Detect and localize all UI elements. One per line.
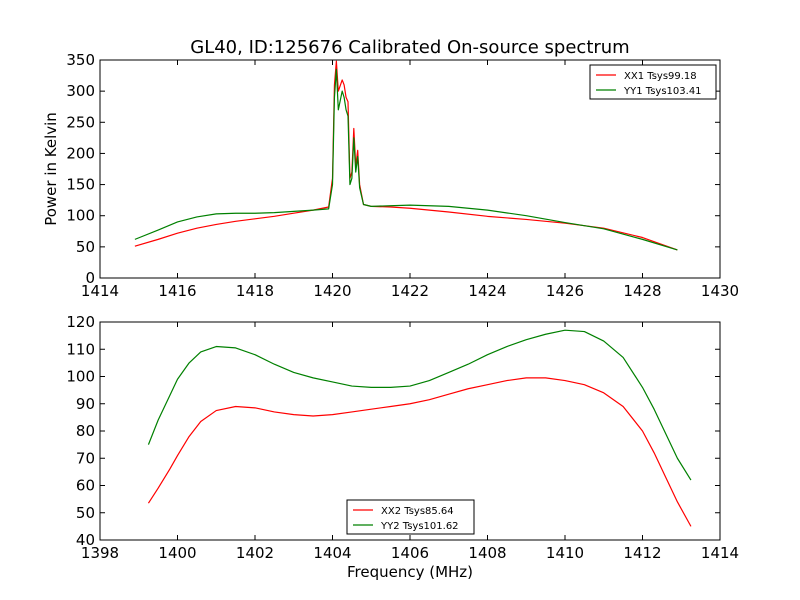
y-tick-label: 120 [66,313,95,331]
legend-entry-label: YY1 Tsys103.41 [623,86,702,97]
x-tick-label: 1424 [468,282,506,300]
series-line-xx2 [147,377,692,527]
x-tick-label: 1404 [313,544,351,562]
x-tick-label: 1412 [623,544,661,562]
legend-entry-label: XX2 Tsys85.64 [381,506,454,517]
y-axis-label: Power in Kelvin [42,112,60,226]
y-tick-label: 50 [76,238,95,256]
y-tick-label: 250 [66,113,95,131]
y-tick-label: 150 [66,176,95,194]
series-line-yy2 [147,329,692,481]
x-tick-label: 1414 [701,544,739,562]
y-tick-label: 80 [76,422,95,440]
y-tick-label: 100 [66,207,95,225]
y-tick-label: 200 [66,144,95,162]
series-line-yy1 [134,68,678,251]
y-tick-label: 0 [85,269,95,287]
legend: XX2 Tsys85.64 YY2 Tsys101.62 [346,499,475,535]
legend-box [589,64,717,100]
y-tick-label: 350 [66,51,95,69]
x-tick-label: 1410 [546,544,584,562]
legend-entry-label: XX1 Tsys99.18 [624,71,697,82]
x-tick-label: 1420 [313,282,351,300]
y-tick-label: 50 [76,504,95,522]
bottom-spectrum-panel: 1398 1400 1402 1404 1406 1408 1410 1412 1414 40 50… [66,313,739,581]
x-tick-label: 1418 [236,282,274,300]
y-tick-label: 300 [66,82,95,100]
legend-box [346,499,475,535]
legend-entry-label: YY2 Tsys101.62 [380,521,459,532]
x-tick-label: 1402 [236,544,274,562]
x-tick-label: 1416 [158,282,196,300]
y-tick-label: 70 [76,449,95,467]
x-tick-label: 1428 [623,282,661,300]
x-tick-label: 1400 [158,544,196,562]
x-tick-label: 1398 [81,544,119,562]
y-tick-label: 100 [66,368,95,386]
y-tick-label: 110 [66,340,95,358]
y-tick-label: 60 [76,477,95,495]
x-tick-label: 1406 [391,544,429,562]
figure-title: GL40, ID:125676 Calibrated On-source spe… [190,37,629,58]
x-tick-label: 1414 [81,282,119,300]
x-tick-label: 1430 [701,282,739,300]
x-tick-label: 1422 [391,282,429,300]
y-tick-label: 40 [76,531,95,549]
x-tick-label: 1426 [546,282,584,300]
legend: XX1 Tsys99.18 YY1 Tsys103.41 [589,64,717,100]
series-line-xx1 [134,60,678,251]
x-tick-label: 1408 [468,544,506,562]
x-axis-label: Frequency (MHz) [347,563,473,581]
y-tick-label: 90 [76,395,95,413]
top-spectrum-panel: 1414 1416 1418 1420 1422 1424 1426 1428 1430 0 50 1… [42,51,739,300]
